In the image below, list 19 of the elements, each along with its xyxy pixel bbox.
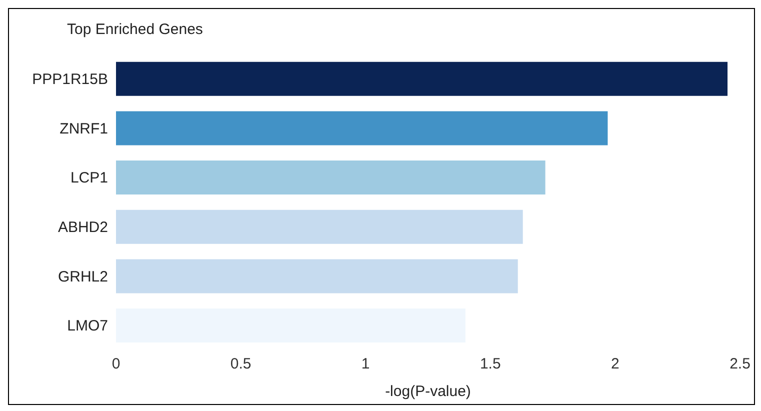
bar (116, 160, 546, 195)
x-tick-label: 1.5 (480, 356, 501, 373)
y-tick-label: LCP1 (70, 170, 108, 187)
bar (116, 62, 728, 96)
x-axis-title: -log(P-value) (385, 383, 471, 400)
bar (116, 259, 518, 294)
x-tick-label: 0.5 (230, 356, 252, 373)
bar (116, 210, 523, 244)
x-tick-label: 0 (112, 356, 120, 373)
y-tick-label: PPP1R15B (32, 70, 108, 88)
y-tick-label: LMO7 (67, 318, 108, 335)
x-tick-label: 2.5 (730, 356, 750, 373)
x-tick-label: 2 (611, 356, 620, 373)
chart-title: Top Enriched Genes (67, 21, 203, 38)
bar (116, 111, 608, 146)
y-tick-label: ABHD2 (58, 218, 108, 236)
y-tick-label: GRHL2 (58, 268, 108, 286)
y-tick-label: ZNRF1 (60, 120, 108, 138)
x-tick-label: 1 (361, 356, 370, 373)
